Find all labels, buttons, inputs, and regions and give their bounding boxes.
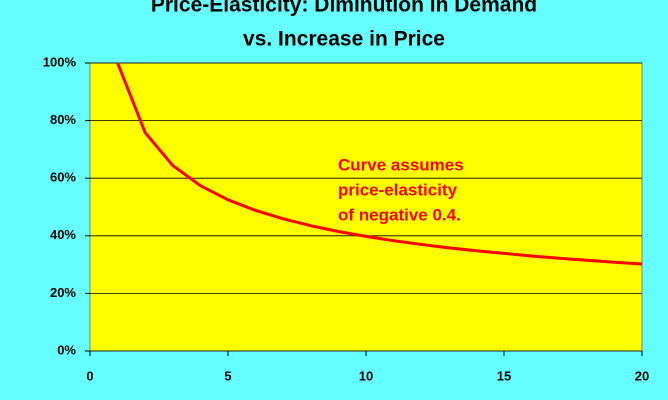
- annotation: of negative 0.4.: [338, 205, 461, 224]
- x-tick-label: 5: [224, 368, 231, 383]
- plot-area: [89, 62, 643, 352]
- x-tick-label: 15: [497, 368, 511, 383]
- y-tick-label: 20%: [50, 285, 76, 300]
- y-tick-label: 100%: [43, 54, 77, 69]
- y-tick-label: 80%: [50, 112, 76, 127]
- line: [116, 62, 643, 266]
- annotation: Curve assumes: [338, 155, 464, 174]
- x-tick-label: 20: [635, 368, 649, 383]
- y-tick-label: 60%: [50, 170, 76, 185]
- chart-title: Price-Elasticity: Diminution in Demand: [151, 0, 537, 17]
- x-tick-label: 0: [86, 368, 93, 383]
- y-tick-label: 0%: [57, 342, 76, 357]
- chart-title: vs. Increase in Price: [243, 28, 445, 51]
- y-tick-label: 40%: [50, 227, 76, 242]
- x-tick-label: 10: [359, 368, 373, 383]
- annotation: price-elasticity: [338, 180, 458, 199]
